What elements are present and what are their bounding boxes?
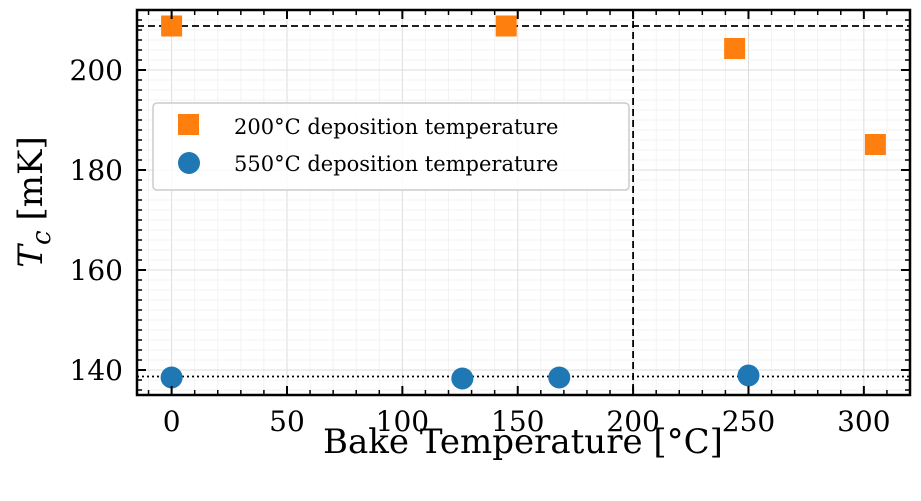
legend-label-series-2: 550°C deposition temperature [234,152,558,176]
data-point-circle-series-2 [548,366,571,389]
y-axis-label-unit: [mK] [11,136,51,220]
y-tick-label: 160 [70,254,123,287]
x-tick-label: 150 [491,405,544,438]
data-points [160,15,886,390]
data-point-circle-series-2 [160,366,183,389]
y-axis-label-symbol: T [11,243,51,268]
legend-box [152,102,630,191]
data-point-square-series-1 [495,15,517,37]
legend-marker-circle [178,152,200,174]
y-tick-label: 200 [70,54,123,87]
legend: 200°C deposition temperature 550°C depos… [152,102,630,191]
x-tick-label: 50 [269,405,305,438]
x-tick-label: 300 [837,405,890,438]
x-axis-label: Bake Temperature [°C] [323,422,723,462]
plot-frame [135,8,912,397]
y-axis-label-subscript: c [27,230,57,245]
axis-ticks [137,9,911,395]
legend-marker-square [178,114,199,135]
x-tick-label: 0 [163,405,181,438]
data-point-square-series-1 [864,134,886,155]
y-axis-label: Tc [mK] [11,136,57,267]
x-tick-label: 200 [606,405,659,438]
x-tick-label: 100 [376,405,429,438]
y-tick-label: 180 [70,154,123,187]
data-point-square-series-1 [161,15,183,37]
legend-label-series-1: 200°C deposition temperature [234,115,558,139]
data-point-circle-series-2 [451,367,474,390]
reference-lines [137,10,910,395]
tick-labels: 0 50 100 150 200 250 300 140 160 180 200 [70,54,891,438]
y-tick-label: 140 [70,354,123,387]
data-point-square-series-1 [724,38,746,59]
data-point-circle-series-2 [737,364,760,387]
x-tick-label: 250 [722,405,775,438]
grid [137,9,911,395]
